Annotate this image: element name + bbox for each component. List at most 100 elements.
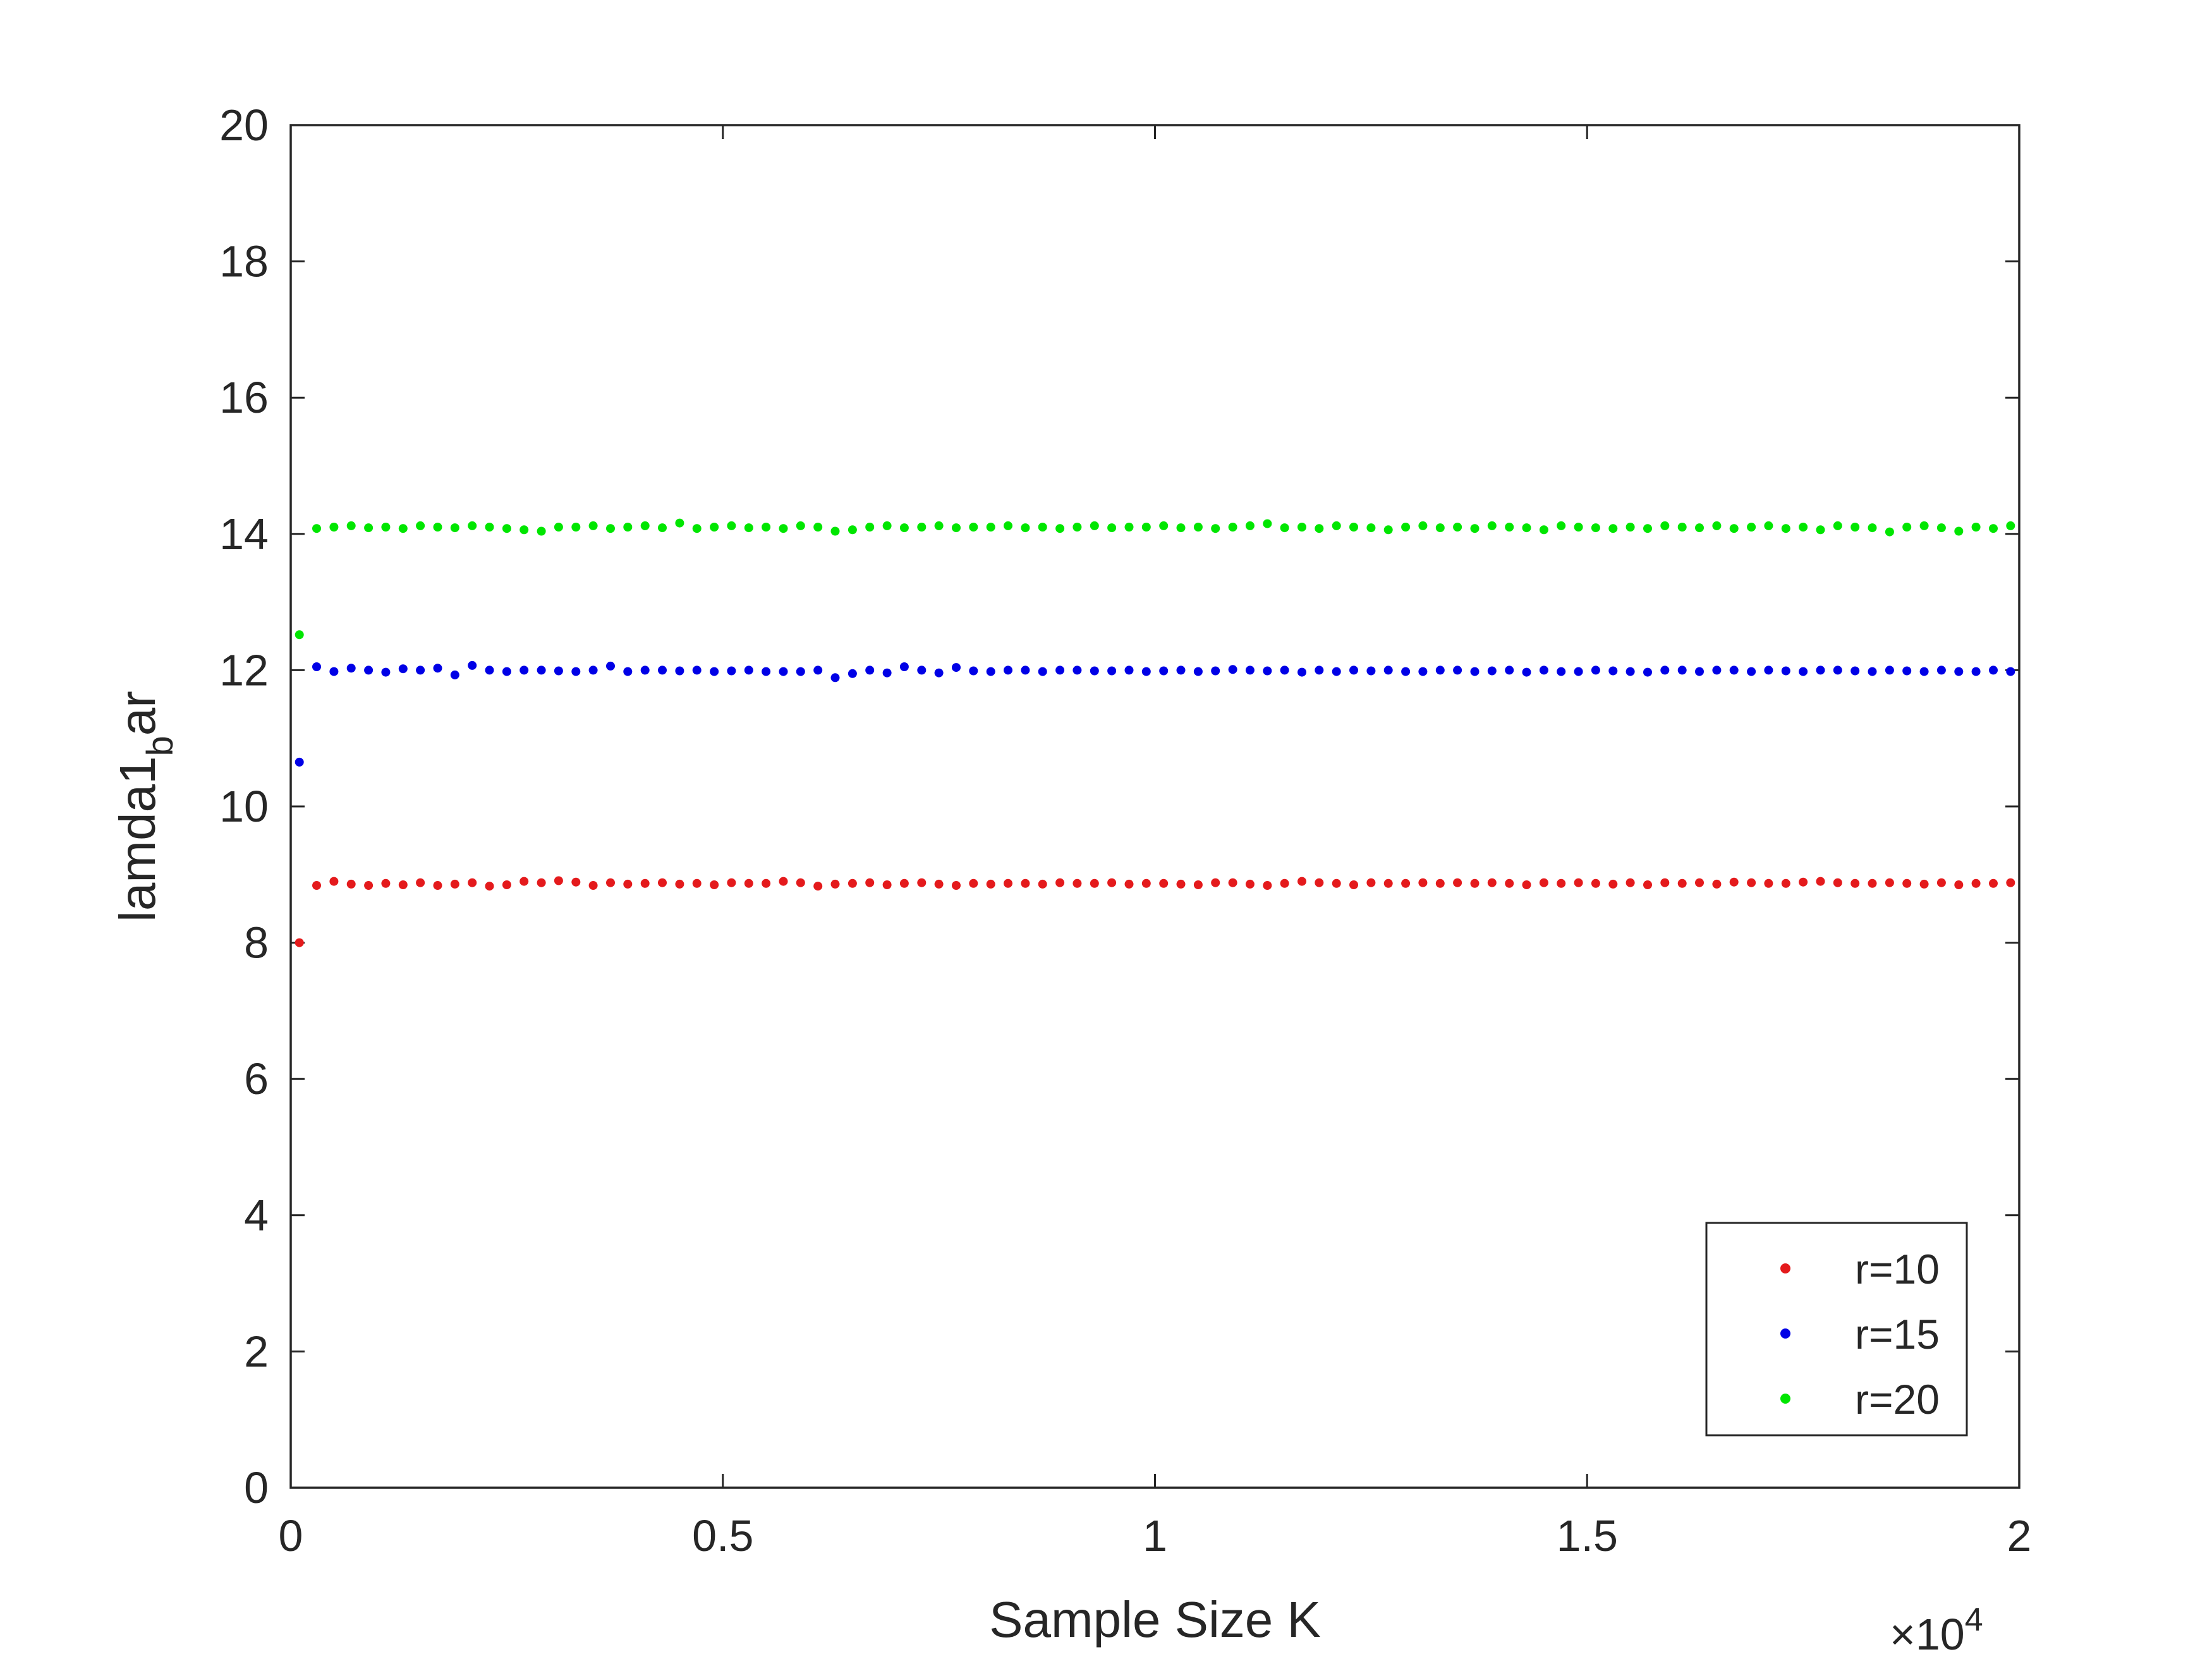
data-point — [623, 667, 633, 676]
data-point — [2006, 878, 2015, 887]
data-point — [1660, 521, 1670, 530]
data-point — [1349, 665, 1358, 675]
data-point — [485, 523, 494, 532]
data-point — [1989, 524, 1998, 533]
data-point — [1677, 878, 1687, 888]
data-point — [346, 879, 356, 889]
data-point — [1453, 665, 1462, 675]
data-point — [502, 880, 511, 889]
data-point — [1141, 523, 1151, 532]
data-point — [1004, 665, 1012, 675]
data-point — [813, 665, 823, 675]
data-point — [1470, 878, 1480, 888]
data-point — [606, 661, 615, 671]
data-point — [1090, 666, 1099, 676]
data-point — [295, 938, 304, 947]
y-tick-label: 0 — [244, 1463, 269, 1512]
data-point — [1038, 879, 1047, 889]
data-point — [295, 757, 304, 767]
series-r=10 — [295, 876, 2015, 947]
data-point — [1470, 524, 1480, 533]
data-point — [1936, 523, 1946, 533]
data-point — [1712, 879, 1722, 889]
data-point — [1021, 878, 1030, 888]
data-point — [1418, 878, 1428, 887]
data-point — [1660, 665, 1670, 675]
data-point — [1055, 878, 1065, 887]
data-point — [1297, 667, 1306, 677]
data-point — [1090, 878, 1099, 888]
data-point — [1176, 665, 1186, 675]
x-tick-label: 1 — [1143, 1511, 1167, 1560]
data-point — [1470, 667, 1480, 676]
data-point — [571, 877, 581, 887]
data-point — [969, 666, 978, 676]
data-point — [1660, 878, 1670, 887]
data-point — [537, 526, 546, 536]
data-point — [727, 666, 736, 676]
data-point — [1435, 665, 1445, 675]
data-point — [1902, 666, 1912, 676]
data-point — [1383, 525, 1393, 535]
data-point — [2006, 521, 2015, 530]
data-point — [346, 521, 356, 530]
data-point — [329, 667, 339, 676]
data-point — [1124, 665, 1134, 675]
data-point — [1349, 523, 1358, 532]
series-r=15 — [295, 660, 2015, 767]
data-point — [658, 665, 667, 675]
data-point — [502, 667, 511, 676]
data-point — [779, 524, 788, 533]
data-point — [1833, 521, 1842, 530]
data-point — [623, 523, 633, 532]
data-point — [1366, 523, 1376, 533]
data-point — [1729, 877, 1739, 887]
data-point — [1712, 521, 1722, 530]
data-point — [848, 525, 857, 535]
data-point — [934, 668, 944, 678]
data-point — [934, 879, 944, 889]
data-point — [381, 878, 391, 888]
data-point — [796, 521, 805, 530]
data-point — [1141, 667, 1151, 676]
y-tick-label: 16 — [219, 373, 269, 422]
data-point — [571, 523, 581, 532]
data-point — [1383, 878, 1393, 888]
data-point — [882, 880, 892, 889]
data-point — [1522, 880, 1531, 889]
data-point — [1315, 665, 1324, 675]
data-point — [1107, 878, 1117, 887]
y-axis-label-main: lamda1 — [109, 757, 166, 922]
legend-label: r=15 — [1855, 1311, 1940, 1358]
data-point — [2006, 667, 2015, 676]
data-point — [1263, 519, 1272, 528]
data-point — [796, 878, 805, 887]
data-point — [1073, 878, 1082, 888]
data-point — [1505, 523, 1514, 532]
data-point — [1902, 878, 1912, 888]
data-point — [1608, 666, 1618, 676]
data-point — [1453, 523, 1462, 532]
data-point — [779, 667, 788, 676]
data-point — [520, 525, 529, 535]
data-point — [1539, 878, 1548, 887]
data-point — [381, 523, 391, 532]
data-point — [710, 667, 719, 676]
data-point — [1418, 667, 1428, 676]
data-point — [899, 662, 909, 671]
data-point — [1141, 878, 1151, 888]
data-point — [1643, 880, 1652, 889]
data-point — [899, 878, 909, 888]
data-point — [1885, 527, 1894, 537]
x-axis-exponent-base: ×10 — [1890, 1610, 1965, 1659]
data-point — [1055, 665, 1065, 675]
data-point — [675, 518, 684, 528]
data-point — [364, 523, 374, 533]
data-point — [1919, 879, 1929, 889]
data-point — [1366, 878, 1376, 887]
data-point — [762, 878, 771, 888]
data-point — [1228, 878, 1237, 887]
data-point — [398, 664, 408, 674]
data-point — [692, 665, 702, 675]
data-point — [433, 664, 442, 673]
